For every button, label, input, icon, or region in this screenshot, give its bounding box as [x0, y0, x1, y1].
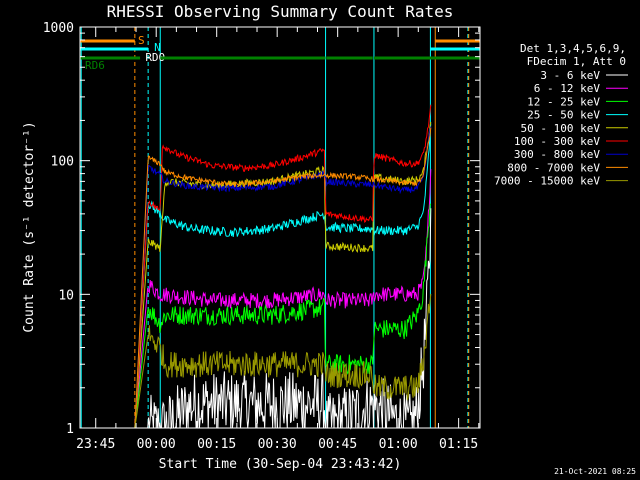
legend-label: 800 - 7000 keV	[507, 161, 600, 174]
legend-header: Det 1,3,4,5,6,9,	[520, 42, 626, 55]
legend-label: 25 - 50 keV	[527, 109, 600, 122]
series-line-2	[90, 169, 432, 429]
y-tick-label: 1000	[43, 21, 74, 36]
orbit-flag-label: S	[138, 34, 145, 47]
y-tick-label: 100	[51, 155, 74, 170]
x-tick-label: 00:30	[258, 437, 297, 452]
x-tick-label: 00:00	[137, 437, 176, 452]
orbit-flag-label: N	[154, 41, 161, 54]
chart-title: RHESSI Observing Summary Count Rates	[107, 2, 454, 21]
legend-label: 3 - 6 keV	[540, 69, 600, 82]
x-tick-label: 00:15	[197, 437, 236, 452]
legend-label: 12 - 25 keV	[527, 95, 600, 108]
legend-label: 6 - 12 keV	[534, 82, 601, 95]
series-line-8	[90, 127, 432, 429]
y-tick-label: 10	[58, 288, 74, 303]
legend-label: 50 - 100 keV	[521, 122, 601, 135]
x-tick-label: 01:15	[439, 437, 478, 452]
y-tick-label: 1	[66, 422, 74, 437]
x-tick-label: 23:45	[76, 437, 115, 452]
series-line-3	[90, 203, 432, 429]
series-line-6	[90, 104, 432, 429]
footer-date: 21-Oct-2021 08:25	[554, 467, 636, 476]
y-axis-label: Count Rate (s⁻¹ detector⁻¹)	[22, 121, 37, 332]
legend-header: FDecim 1, Att 0	[527, 55, 626, 68]
orbit-flag-label: RD6	[85, 59, 105, 72]
series-line-9	[90, 293, 432, 429]
legend-label: 300 - 800 keV	[514, 148, 600, 161]
plot-frame	[79, 26, 481, 429]
orbit-flag-label: RD0	[145, 51, 165, 64]
x-tick-label: 01:00	[379, 437, 418, 452]
x-tick-label: 00:45	[318, 437, 357, 452]
x-axis-label: Start Time (30-Sep-04 23:43:42)	[159, 457, 402, 472]
legend-label: 7000 - 15000 keV	[494, 175, 600, 188]
legend-label: 100 - 300 keV	[514, 135, 600, 148]
